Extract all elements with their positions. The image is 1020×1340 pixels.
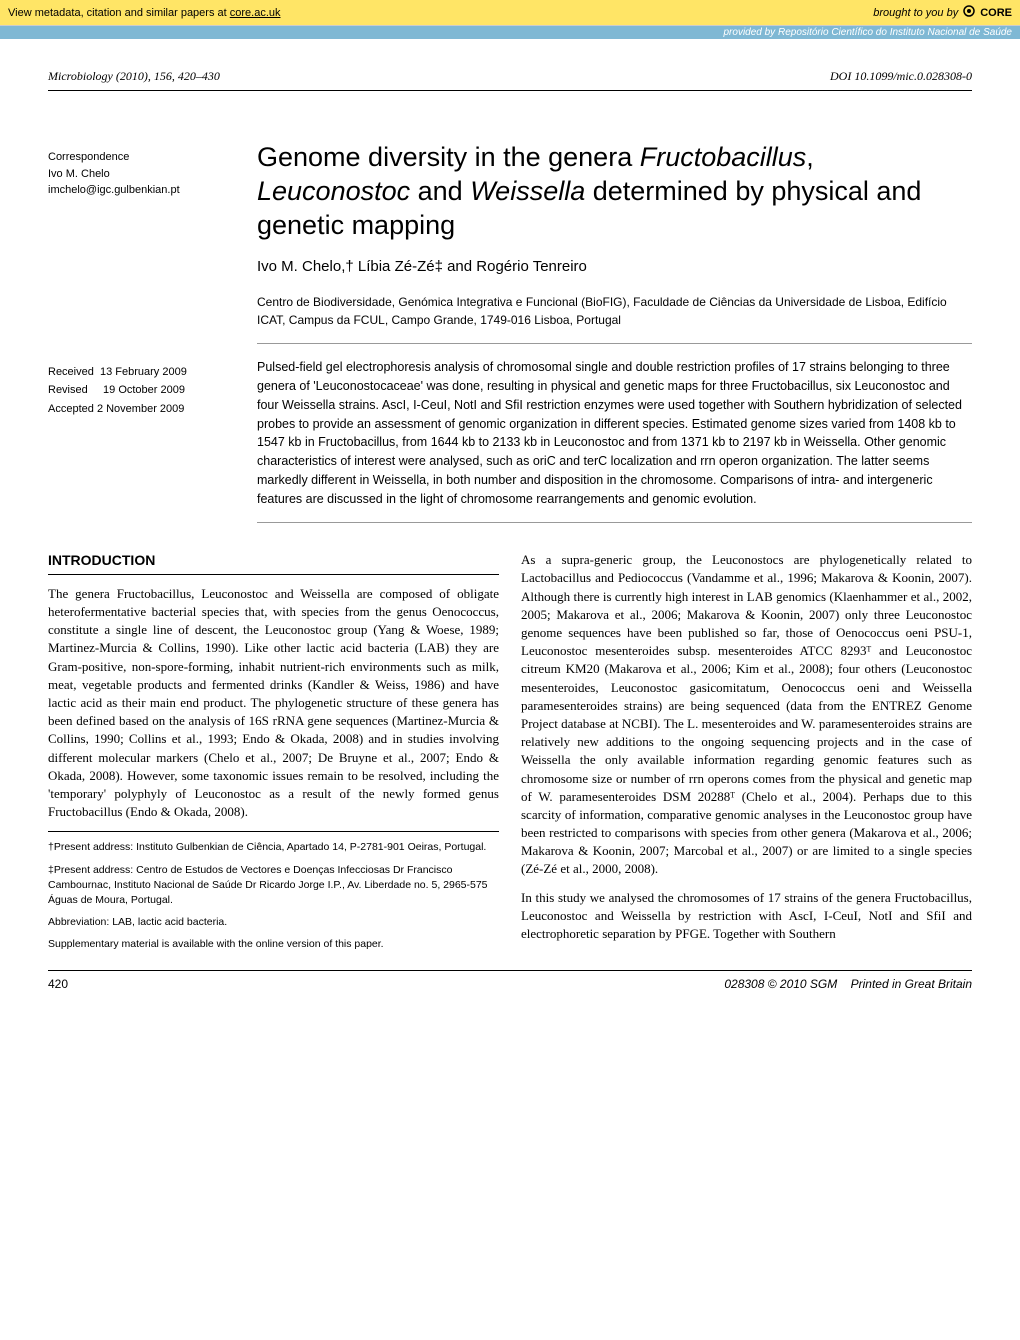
accepted-label: Accepted <box>48 403 94 415</box>
title-genus-3: Weissella <box>470 176 585 206</box>
doi: DOI 10.1099/mic.0.028308-0 <box>830 69 972 84</box>
revised-date: 19 October 2009 <box>103 384 185 396</box>
abstract-text: Pulsed-field gel electrophoresis analysi… <box>257 358 972 523</box>
core-right: brought to you by CORE <box>873 4 1012 21</box>
core-logo-icon <box>962 4 976 21</box>
introduction-section: INTRODUCTION The genera Fructobacillus, … <box>48 551 972 956</box>
footer-copyright: 028308 © 2010 SGM <box>724 977 837 991</box>
received-date: 13 February 2009 <box>100 366 187 378</box>
dates-block: Received 13 February 2009 Revised 19 Oct… <box>48 364 233 418</box>
date-accepted: Accepted 2 November 2009 <box>48 401 233 418</box>
footnote-2: ‡Present address: Centro de Estudos de V… <box>48 863 499 909</box>
received-label: Received <box>48 366 94 378</box>
footnote-4: Supplementary material is available with… <box>48 937 499 952</box>
body-two-columns: INTRODUCTION The genera Fructobacillus, … <box>48 551 972 956</box>
journal-vol: (2010), 156, 420–430 <box>116 69 220 83</box>
core-metadata-bar: View metadata, citation and similar pape… <box>0 0 1020 26</box>
article-title: Genome diversity in the genera Fructobac… <box>257 141 972 242</box>
core-brought: brought to you by <box>873 7 958 19</box>
title-genus-2: Leuconostoc <box>257 176 410 206</box>
page-number: 420 <box>48 977 68 991</box>
title-text-2: , <box>806 142 814 172</box>
core-left: View metadata, citation and similar pape… <box>8 7 281 19</box>
correspondence-heading: Correspondence <box>48 149 233 166</box>
correspondence-name: Ivo M. Chelo <box>48 166 233 183</box>
date-revised: Revised 19 October 2009 <box>48 382 233 399</box>
body-paragraph-2: As a supra-generic group, the Leuconosto… <box>521 551 972 878</box>
correspondence-email: imchelo@igc.gulbenkian.pt <box>48 182 233 199</box>
repo-source: Repositório Científico do Instituto Naci… <box>778 27 1012 38</box>
body-paragraph-3: In this study we analysed the chromosome… <box>521 889 972 944</box>
affiliation-block: Centro de Biodiversidade, Genómica Integ… <box>257 293 972 344</box>
correspondence-block: Correspondence Ivo M. Chelo imchelo@igc.… <box>48 149 233 199</box>
sidebar-column: Correspondence Ivo M. Chelo imchelo@igc.… <box>48 141 233 523</box>
page-content: Microbiology (2010), 156, 420–430 DOI 10… <box>0 39 1020 1011</box>
date-received: Received 13 February 2009 <box>48 364 233 381</box>
two-column-layout: Correspondence Ivo M. Chelo imchelo@igc.… <box>48 141 972 523</box>
repo-prefix: provided by <box>723 27 777 38</box>
accepted-date: 2 November 2009 <box>97 403 184 415</box>
core-link[interactable]: core.ac.uk <box>230 7 281 19</box>
journal-ref: Microbiology (2010), 156, 420–430 <box>48 69 220 84</box>
title-text-3: and <box>410 176 470 206</box>
footer-printed: Printed in Great Britain <box>851 977 972 991</box>
journal-header: Microbiology (2010), 156, 420–430 DOI 10… <box>48 69 972 91</box>
footer-center-right: 028308 © 2010 SGM Printed in Great Brita… <box>724 977 972 991</box>
core-prefix: View metadata, citation and similar pape… <box>8 7 230 19</box>
footnote-3: Abbreviation: LAB, lactic acid bacteria. <box>48 915 499 930</box>
revised-label: Revised <box>48 384 88 396</box>
body-paragraph-1: The genera Fructobacillus, Leuconostoc a… <box>48 585 499 821</box>
authors-line: Ivo M. Chelo,† Líbia Zé-Zé‡ and Rogério … <box>257 258 972 275</box>
journal-name: Microbiology <box>48 69 113 83</box>
core-logo-text: CORE <box>980 7 1012 19</box>
title-text-1: Genome diversity in the genera <box>257 142 640 172</box>
footnotes-block: †Present address: Instituto Gulbenkian d… <box>48 831 499 952</box>
title-genus-1: Fructobacillus <box>640 142 807 172</box>
repository-bar: provided by Repositório Científico do In… <box>0 26 1020 39</box>
main-column: Genome diversity in the genera Fructobac… <box>257 141 972 523</box>
page-footer: 420 028308 © 2010 SGM Printed in Great B… <box>48 970 972 991</box>
footnote-1: †Present address: Instituto Gulbenkian d… <box>48 840 499 855</box>
section-heading: INTRODUCTION <box>48 551 499 575</box>
